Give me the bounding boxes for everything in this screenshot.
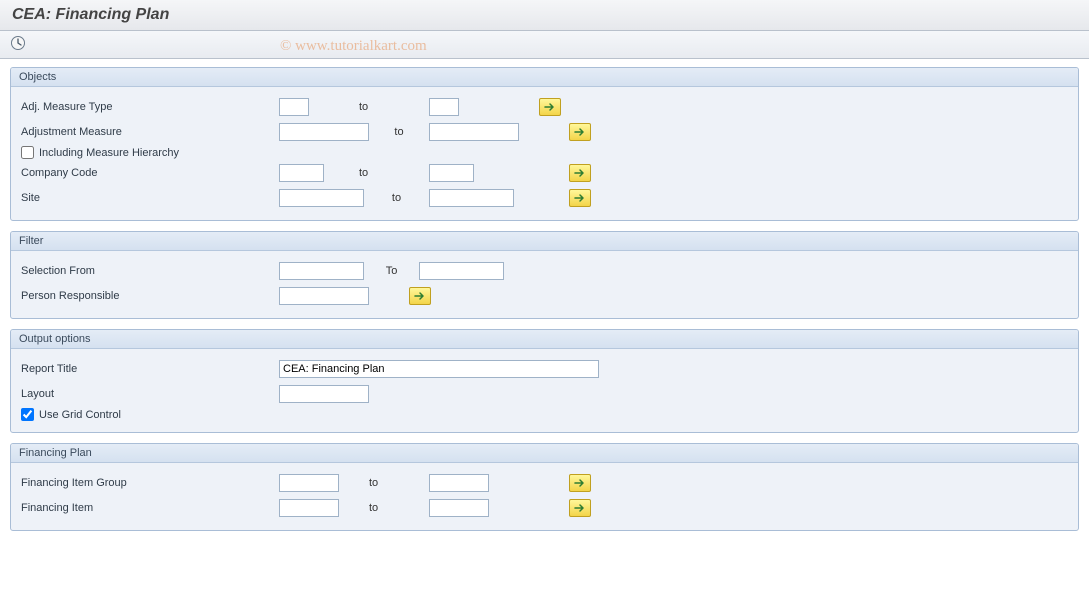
- row-site: Site to: [19, 187, 1070, 209]
- title-bar: CEA: Financing Plan: [0, 0, 1089, 31]
- selection-from[interactable]: [279, 262, 364, 280]
- to-label: to: [339, 502, 429, 514]
- layout-input[interactable]: [279, 385, 369, 403]
- label-report-title: Report Title: [19, 363, 279, 375]
- adj-measure-type-from[interactable]: [279, 98, 309, 116]
- to-label: to: [309, 101, 429, 113]
- label-site: Site: [19, 192, 279, 204]
- label-layout: Layout: [19, 388, 279, 400]
- row-adjustment-measure: Adjustment Measure to: [19, 121, 1070, 143]
- content-area: Objects Adj. Measure Type to Adjustment …: [0, 59, 1089, 549]
- report-title-input[interactable]: [279, 360, 599, 378]
- row-layout: Layout: [19, 383, 1070, 405]
- row-report-title: Report Title: [19, 358, 1070, 380]
- to-cap-label: To: [364, 265, 419, 277]
- multi-select-button[interactable]: [569, 499, 591, 517]
- label-company-code: Company Code: [19, 167, 279, 179]
- company-code-from[interactable]: [279, 164, 324, 182]
- fin-item-from[interactable]: [279, 499, 339, 517]
- to-label: to: [364, 192, 429, 204]
- group-objects: Objects Adj. Measure Type to Adjustment …: [10, 67, 1079, 221]
- company-code-to[interactable]: [429, 164, 474, 182]
- label-fin-item: Financing Item: [19, 502, 279, 514]
- label-adj-measure-type: Adj. Measure Type: [19, 101, 279, 113]
- multi-select-button[interactable]: [569, 474, 591, 492]
- group-header-filter: Filter: [11, 232, 1078, 251]
- fin-item-group-to[interactable]: [429, 474, 489, 492]
- include-hierarchy-checkbox[interactable]: [21, 146, 34, 159]
- row-include-hierarchy: Including Measure Hierarchy: [19, 146, 1070, 159]
- row-use-grid: Use Grid Control: [19, 408, 1070, 421]
- label-fin-item-group: Financing Item Group: [19, 477, 279, 489]
- adj-measure-type-to[interactable]: [429, 98, 459, 116]
- person-responsible[interactable]: [279, 287, 369, 305]
- row-fin-item: Financing Item to: [19, 497, 1070, 519]
- selection-to[interactable]: [419, 262, 504, 280]
- multi-select-button[interactable]: [569, 123, 591, 141]
- fin-item-to[interactable]: [429, 499, 489, 517]
- execute-icon[interactable]: [10, 35, 26, 54]
- row-person-responsible: Person Responsible: [19, 285, 1070, 307]
- label-include-hierarchy: Including Measure Hierarchy: [39, 147, 179, 159]
- group-header-objects: Objects: [11, 68, 1078, 87]
- row-fin-item-group: Financing Item Group to: [19, 472, 1070, 494]
- adjustment-measure-from[interactable]: [279, 123, 369, 141]
- page-title: CEA: Financing Plan: [12, 6, 169, 23]
- group-output: Output options Report Title Layout Use G…: [10, 329, 1079, 433]
- label-adjustment-measure: Adjustment Measure: [19, 126, 279, 138]
- multi-select-button[interactable]: [569, 189, 591, 207]
- multi-select-button[interactable]: [409, 287, 431, 305]
- to-label: to: [339, 477, 429, 489]
- fin-item-group-from[interactable]: [279, 474, 339, 492]
- use-grid-checkbox[interactable]: [21, 408, 34, 421]
- group-filter: Filter Selection From To Person Responsi…: [10, 231, 1079, 319]
- row-company-code: Company Code to: [19, 162, 1070, 184]
- row-selection-from: Selection From To: [19, 260, 1070, 282]
- group-header-finplan: Financing Plan: [11, 444, 1078, 463]
- row-adj-measure-type: Adj. Measure Type to: [19, 96, 1070, 118]
- multi-select-button[interactable]: [569, 164, 591, 182]
- multi-select-button[interactable]: [539, 98, 561, 116]
- group-financing-plan: Financing Plan Financing Item Group to F…: [10, 443, 1079, 531]
- group-header-output: Output options: [11, 330, 1078, 349]
- label-selection-from: Selection From: [19, 265, 279, 277]
- label-use-grid: Use Grid Control: [39, 409, 121, 421]
- label-person-responsible: Person Responsible: [19, 290, 279, 302]
- adjustment-measure-to[interactable]: [429, 123, 519, 141]
- toolbar: [0, 31, 1089, 59]
- site-from[interactable]: [279, 189, 364, 207]
- site-to[interactable]: [429, 189, 514, 207]
- to-label: to: [324, 167, 429, 179]
- to-label: to: [369, 126, 429, 138]
